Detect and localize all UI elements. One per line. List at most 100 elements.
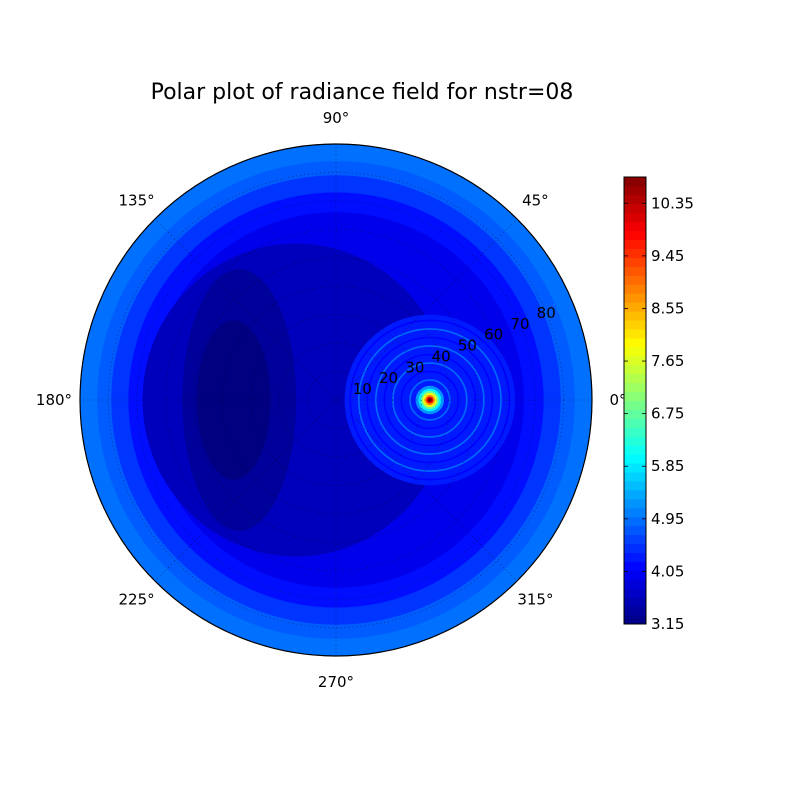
colorbar-band	[624, 302, 646, 312]
colorbar-tick-label: 9.45	[651, 247, 684, 265]
colorbar-band	[624, 606, 646, 616]
chart-title: Polar plot of radiance field for nstr=08	[151, 80, 574, 105]
hotspot-ring	[349, 319, 511, 481]
colorbar-band	[624, 436, 646, 446]
colorbar-band	[624, 239, 646, 250]
colorbar-band	[624, 373, 646, 384]
colorbar-band	[624, 570, 646, 580]
radial-tick-label: 50	[458, 337, 477, 355]
colorbar-tick-label: 4.05	[651, 562, 684, 580]
radial-tick-label: 60	[484, 326, 503, 344]
colorbar-band	[624, 355, 646, 366]
radial-gridline	[250, 314, 422, 486]
hotspot-core	[427, 398, 432, 402]
angular-tick-label: 180°	[36, 391, 72, 409]
colorbar-band	[624, 543, 646, 553]
radial-tick-label: 10	[353, 380, 372, 398]
colorbar-band	[624, 579, 646, 589]
colorbar: 3.15 4.05 4.95 5.85 6.75 7.65 8.55 9.45 10.35	[623, 176, 694, 633]
colorbar-band	[624, 320, 646, 330]
radial-gridline	[165, 229, 507, 571]
colorbar-band	[624, 418, 646, 428]
colorbar-band	[624, 185, 646, 196]
angular-tick-label: 90°	[323, 109, 350, 127]
colorbar-band	[624, 346, 646, 357]
colorbar-band	[624, 275, 646, 285]
colorbar-band	[624, 516, 646, 527]
radial-tick-label: 70	[510, 315, 529, 333]
colorbar-band	[624, 597, 646, 607]
angular-gridline	[335, 218, 518, 401]
colorbar-bands	[624, 177, 646, 625]
colorbar-band	[624, 498, 646, 509]
colorbar-band	[624, 284, 646, 294]
colorbar-band	[624, 257, 646, 267]
polar-grid	[80, 144, 592, 656]
colorbar-tick-label: 8.55	[651, 299, 684, 317]
colorbar-band	[624, 400, 646, 410]
colorbar-band	[624, 427, 646, 437]
colorbar-tick-label: 4.95	[651, 510, 684, 528]
colorbar-band	[624, 463, 646, 473]
colorbar-band	[624, 293, 646, 303]
colorbar-tick-label: 7.65	[651, 352, 684, 370]
colorbar-band	[624, 364, 646, 375]
colorbar-tick-label: 6.75	[651, 405, 684, 423]
colorbar-band	[624, 561, 646, 571]
colorbar-band	[624, 311, 646, 321]
radial-gridline	[108, 172, 564, 628]
colorbar-tick-labels: 3.15 4.05 4.95 5.85 6.75 7.65 8.55 9.45 10.35	[624, 194, 694, 633]
colorbar-band	[624, 525, 646, 536]
angular-tick-label: 0°	[609, 391, 626, 409]
colorbar-band	[624, 472, 646, 482]
colorbar-band	[624, 552, 646, 562]
colorbar-band	[624, 382, 646, 393]
colorbar-band	[624, 194, 646, 205]
colorbar-band	[624, 221, 646, 232]
radial-gridline	[221, 285, 451, 515]
hotspot-ring	[400, 370, 460, 430]
angular-tick-label: 225°	[119, 590, 155, 608]
colorbar-band	[624, 588, 646, 598]
angular-tick-label: 270°	[318, 673, 354, 691]
radial-tick-label: 30	[405, 358, 424, 376]
colorbar-band	[624, 534, 646, 545]
colorbar-band	[624, 337, 646, 348]
radial-tick-label: 40	[432, 347, 451, 365]
angular-tick-label: 315°	[517, 590, 553, 608]
colorbar-tick-label: 3.15	[651, 615, 684, 633]
colorbar-band	[624, 266, 646, 276]
colorbar-band	[624, 177, 646, 187]
angular-tick-label: 45°	[522, 192, 549, 210]
colorbar-band	[624, 489, 646, 500]
radial-tick-label: 20	[379, 369, 398, 387]
colorbar-band	[624, 391, 646, 401]
colorbar-band	[624, 507, 646, 518]
angular-tick-labels: 0° 45° 90° 135° 180° 225° 270° 315°	[36, 109, 627, 691]
colorbar-band	[624, 445, 646, 455]
colorbar-tick-label: 5.85	[651, 457, 684, 475]
colorbar-band	[624, 212, 646, 223]
hotspot-ring	[375, 345, 485, 455]
colorbar-band	[624, 230, 646, 241]
angular-gridline	[154, 218, 337, 401]
field-trough-core	[196, 320, 271, 480]
colorbar-band	[624, 615, 646, 625]
colorbar-band	[624, 248, 646, 258]
angular-gridline	[335, 399, 518, 582]
colorbar-band	[624, 409, 646, 419]
angular-tick-label: 135°	[119, 192, 155, 210]
radial-tick-label: 80	[537, 304, 556, 322]
colorbar-band	[624, 203, 646, 214]
colorbar-frame	[623, 176, 647, 625]
hotspot-ring	[409, 379, 451, 421]
radial-gridline	[136, 200, 536, 600]
colorbar-band	[624, 480, 646, 491]
radial-tick-labels: 10 20 30 40 50 60 70 80	[353, 304, 556, 398]
colorbar-band	[624, 328, 646, 339]
angular-gridline	[154, 399, 337, 582]
polar-frame	[79, 143, 593, 657]
colorbar-band	[624, 454, 646, 464]
radial-gridline	[193, 257, 479, 543]
